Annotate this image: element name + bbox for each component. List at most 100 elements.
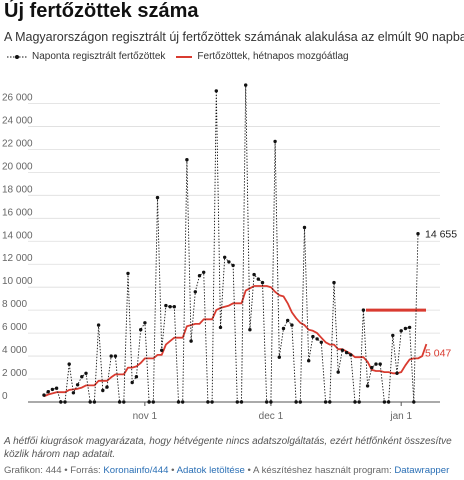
avg-end-label: 5 047 bbox=[425, 347, 451, 359]
download-data-link[interactable]: Adatok letöltése bbox=[176, 465, 245, 476]
daily-point bbox=[197, 274, 202, 278]
daily-line bbox=[43, 85, 419, 403]
daily-point bbox=[407, 325, 412, 330]
avg-series bbox=[43, 285, 428, 398]
y-tick-label: 10 000 bbox=[2, 276, 33, 287]
daily-point bbox=[365, 384, 370, 388]
footer-tool-prefix: • A készítéshez használt program: bbox=[244, 465, 395, 476]
y-tick-label: 16 000 bbox=[2, 207, 33, 218]
daily-point bbox=[117, 400, 122, 404]
y-tick-label: 0 bbox=[2, 391, 8, 402]
daily-point bbox=[109, 354, 113, 358]
daily-point bbox=[244, 83, 248, 87]
y-gridlines: 0 2 000 4 000 6 000 8 000 10 000 12 000 14 000 1… bbox=[2, 92, 440, 403]
legend-label-avg: Fertőzöttek, hétnapos mozgóátlag bbox=[197, 51, 349, 62]
daily-point bbox=[80, 375, 84, 379]
daily-point bbox=[134, 375, 139, 379]
daily-point bbox=[315, 337, 319, 341]
daily-point bbox=[63, 400, 67, 404]
y-tick-label: 18 000 bbox=[2, 184, 33, 195]
daily-point bbox=[332, 280, 336, 285]
daily-point bbox=[353, 400, 357, 404]
daily-point bbox=[172, 305, 176, 309]
chart-note: A hétfői kiugrások magyarázata, hogy hét… bbox=[4, 436, 452, 460]
daily-point bbox=[403, 326, 408, 331]
daily-point bbox=[294, 400, 298, 404]
daily-point bbox=[273, 139, 277, 144]
daily-point bbox=[290, 323, 294, 327]
daily-point bbox=[71, 391, 76, 395]
chart-subtitle: A Magyarországon regisztrált új fertőzöt… bbox=[4, 30, 464, 44]
daily-point bbox=[139, 328, 143, 332]
daily-point bbox=[210, 400, 214, 404]
daily-point bbox=[370, 365, 374, 370]
daily-point bbox=[50, 387, 55, 392]
daily-point bbox=[340, 348, 345, 352]
daily-point bbox=[248, 328, 252, 332]
daily-point bbox=[386, 400, 391, 404]
daily-point bbox=[223, 255, 227, 259]
daily-point bbox=[147, 400, 151, 404]
daily-point bbox=[42, 393, 46, 397]
legend-avg-swatch bbox=[176, 55, 193, 58]
daily-point bbox=[151, 400, 155, 404]
line-chart: 0 2 000 4 000 6 000 8 000 10 000 12 000 14 000 1… bbox=[2, 83, 457, 422]
daily-point bbox=[181, 400, 185, 404]
daily-series bbox=[42, 83, 420, 404]
y-tick-label: 24 000 bbox=[2, 115, 33, 126]
daily-point bbox=[214, 89, 218, 93]
daily-point bbox=[286, 318, 290, 323]
x-axis: nov 1 dec 1 jan 1 bbox=[133, 402, 412, 422]
daily-point bbox=[101, 388, 105, 393]
y-tick-label: 14 000 bbox=[2, 230, 33, 241]
daily-point bbox=[328, 400, 332, 404]
daily-point bbox=[265, 400, 269, 404]
daily-point bbox=[143, 321, 147, 325]
datawrapper-link[interactable]: Datawrapper bbox=[394, 465, 450, 476]
daily-point bbox=[218, 325, 223, 330]
y-tick-label: 22 000 bbox=[2, 138, 33, 149]
daily-point bbox=[46, 390, 50, 394]
daily-point bbox=[126, 271, 130, 276]
daily-point bbox=[416, 232, 420, 236]
y-tick-label: 20 000 bbox=[2, 161, 33, 172]
y-tick-label: 2 000 bbox=[2, 368, 27, 379]
daily-point bbox=[193, 290, 197, 294]
page-title: Új fertőzöttek száma bbox=[4, 0, 199, 22]
daily-point bbox=[202, 270, 206, 274]
daily-point bbox=[269, 400, 273, 404]
daily-point bbox=[319, 340, 323, 344]
legend-daily-swatch bbox=[7, 54, 27, 59]
daily-point bbox=[176, 400, 181, 404]
chart-legend: Naponta regisztrált fertőzöttek Fertőzöt… bbox=[6, 51, 349, 62]
daily-point bbox=[349, 353, 353, 357]
daily-point bbox=[281, 326, 286, 331]
daily-point bbox=[130, 380, 134, 385]
daily-point bbox=[59, 400, 63, 404]
daily-point bbox=[239, 400, 244, 404]
end-labels: 14 655 5 047 bbox=[425, 229, 457, 360]
y-tick-label: 12 000 bbox=[2, 253, 33, 264]
daily-point bbox=[122, 400, 126, 404]
daily-point bbox=[54, 386, 59, 390]
daily-point bbox=[84, 371, 88, 375]
daily-point bbox=[302, 225, 307, 230]
daily-point bbox=[357, 400, 361, 404]
avg-line bbox=[43, 285, 428, 398]
daily-point bbox=[168, 305, 172, 309]
daily-end-label: 14 655 bbox=[425, 229, 457, 241]
x-tick-label: jan 1 bbox=[389, 411, 412, 422]
daily-point bbox=[206, 400, 210, 404]
y-tick-label: 8 000 bbox=[2, 299, 27, 310]
daily-point bbox=[185, 158, 189, 162]
daily-point bbox=[96, 323, 101, 327]
daily-point bbox=[92, 400, 97, 404]
daily-point bbox=[298, 400, 302, 404]
chart-footer: Grafikon: 444 • Forrás: Koronainfo/444 •… bbox=[4, 465, 449, 476]
daily-point bbox=[75, 383, 80, 387]
daily-point bbox=[311, 334, 315, 339]
daily-point bbox=[412, 400, 416, 404]
x-tick-label: dec 1 bbox=[259, 411, 284, 422]
source-link[interactable]: Koronainfo/444 bbox=[103, 465, 169, 476]
